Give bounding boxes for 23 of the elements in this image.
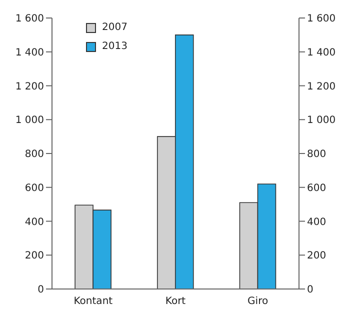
y-tick-label: 1 400: [15, 47, 44, 58]
y2-tick-label: 1 200: [307, 81, 336, 92]
legend-label: 2007: [102, 22, 128, 33]
y-tick-label: 0: [38, 284, 44, 296]
y-tick-label: 800: [24, 149, 44, 160]
y2-tick-label: 1 600: [307, 14, 336, 25]
y2-tick-label: 600: [307, 182, 326, 194]
legend-label: 2013: [102, 41, 128, 52]
y-tick-label: 1 200: [15, 81, 44, 92]
y-tick-label: 200: [24, 250, 44, 262]
y2-tick-label: 200: [307, 250, 326, 262]
y-tick-label: 600: [24, 182, 44, 194]
y-tick-label: 1 000: [15, 115, 44, 126]
y2-tick-label: 800: [307, 149, 326, 160]
y2-tick-label: 1 400: [307, 47, 336, 58]
y2-tick-label: 1 000: [307, 115, 336, 126]
y2-tick-label: 0: [307, 284, 314, 296]
y-tick-label: 400: [24, 216, 44, 228]
y-tick-label: 1 600: [15, 14, 44, 25]
x-tick-label: Kontant: [74, 296, 113, 308]
x-tick-label: Kort: [165, 296, 186, 308]
x-tick-label: Giro: [248, 296, 268, 308]
y2-tick-label: 400: [307, 216, 326, 228]
